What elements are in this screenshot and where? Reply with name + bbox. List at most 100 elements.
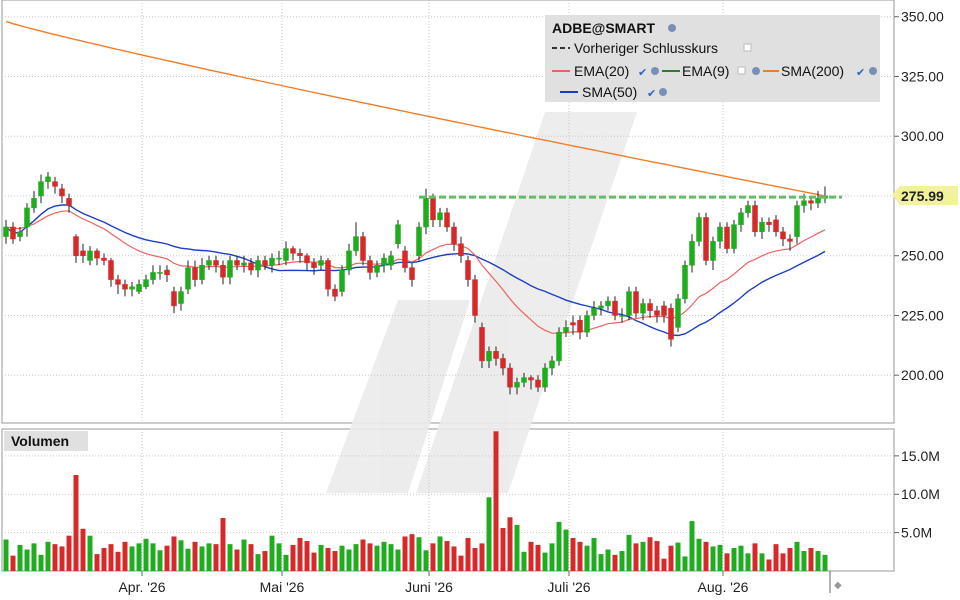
watermark-logo [326, 112, 637, 493]
volume-bar [318, 544, 324, 571]
volume-bar [262, 551, 268, 571]
candle-body [59, 188, 65, 197]
volume-bar [304, 541, 310, 571]
volume-bar [374, 545, 380, 571]
volume-bar [164, 545, 170, 571]
candle-body [584, 315, 590, 333]
candle-body [619, 315, 625, 317]
volume-bar [157, 550, 163, 571]
candle-body [80, 250, 86, 256]
candle-body [227, 260, 233, 278]
volume-bar [801, 551, 807, 571]
volume-bar [3, 539, 9, 571]
candle-body [94, 250, 100, 259]
candle-body [185, 267, 191, 290]
volume-bar [199, 546, 205, 571]
volume-bar [640, 541, 646, 571]
volume-bar [66, 535, 72, 571]
legend-ema20-check-icon[interactable]: ✔ [638, 67, 647, 79]
price-tick-label: 225.00 [901, 307, 944, 323]
volume-bar [563, 529, 569, 571]
axes: 200.00225.00250.00275.00300.00325.00350.… [118, 9, 944, 595]
volume-bar [143, 538, 149, 571]
legend-sma200-settings-icon[interactable] [869, 67, 877, 75]
candle-body [430, 198, 436, 221]
volume-bar [633, 543, 639, 571]
volume-bar [178, 540, 184, 571]
volume-bar [17, 544, 23, 571]
volume-bar [45, 541, 51, 571]
volume-bar [759, 553, 765, 571]
volume-bar [549, 543, 555, 571]
candle-body [241, 262, 247, 266]
volume-bar [815, 551, 821, 571]
candle-body [318, 260, 324, 266]
last-price-tag: 275.99 [892, 186, 958, 205]
legend: ADBE@SMART Vorheriger Schlusskurs EMA(20… [545, 15, 880, 102]
volume-bar [612, 554, 618, 571]
legend-sma50-check-icon[interactable]: ✔ [647, 88, 656, 100]
candle-body [563, 327, 569, 333]
candle-body [171, 291, 177, 307]
legend-ema9-settings-icon[interactable] [752, 67, 760, 75]
candle-body [255, 260, 261, 271]
candle-body [192, 267, 198, 280]
volume-bar [787, 547, 793, 571]
legend-symbol-settings-icon[interactable] [668, 24, 676, 32]
candle-body [325, 260, 331, 290]
candle-body [157, 272, 163, 274]
candle-body [367, 260, 373, 273]
time-tick-label: Apr. '26 [118, 579, 165, 595]
candle-body [521, 377, 527, 383]
volume-bar [31, 543, 37, 571]
time-tick-label: Aug. '26 [698, 579, 749, 595]
volume-title: Volumen [11, 433, 69, 449]
candle-body [675, 298, 681, 328]
volume-bar [388, 544, 394, 571]
legend-ema20-settings-icon[interactable] [651, 67, 659, 75]
volume-bar [87, 535, 93, 571]
candle-body [458, 243, 464, 256]
candle-body [486, 351, 492, 362]
volume-tick-label: 15.0M [901, 448, 940, 464]
legend-prev-close-checkbox-icon[interactable] [743, 43, 752, 52]
candle-body [283, 248, 289, 261]
volume-bar [276, 543, 282, 571]
volume-bar [38, 554, 44, 571]
sma200-line [5, 20, 826, 197]
candle-body [682, 265, 688, 299]
legend-ema9-checkbox-icon[interactable] [737, 66, 746, 75]
volume-bar [472, 547, 478, 571]
legend-sma50-settings-icon[interactable] [659, 88, 667, 96]
candle-body [444, 212, 450, 228]
time-tick-label: Juli '26 [547, 579, 590, 595]
volume-bar [619, 551, 625, 571]
scroll-right-icon[interactable]: ◆ [834, 580, 842, 591]
sma50-line [5, 204, 826, 337]
candle-body [213, 260, 219, 266]
volume-bar [654, 541, 660, 571]
indicator-lines [5, 20, 826, 337]
volume-bar [626, 534, 632, 571]
candle-body [66, 198, 72, 206]
legend-sma200-check-icon[interactable]: ✔ [856, 67, 865, 79]
candle-body [360, 236, 366, 261]
volume-bar [241, 539, 247, 571]
volume-bar [584, 545, 590, 571]
candle-body [542, 367, 548, 388]
candle-body [220, 265, 226, 278]
volume-bar [360, 539, 366, 571]
candle-body [710, 241, 716, 261]
volume-bar [752, 543, 758, 571]
volume-bar [213, 544, 219, 571]
candle-body [199, 265, 205, 280]
volume-bar [108, 544, 114, 571]
candle-body [738, 212, 744, 225]
volume-bar [416, 537, 422, 571]
candle-body [647, 303, 653, 311]
candle-body [703, 217, 709, 261]
volume-bar [353, 544, 359, 571]
volume-title-background [4, 431, 88, 451]
candle-body [416, 226, 422, 256]
candle-body [143, 279, 149, 288]
